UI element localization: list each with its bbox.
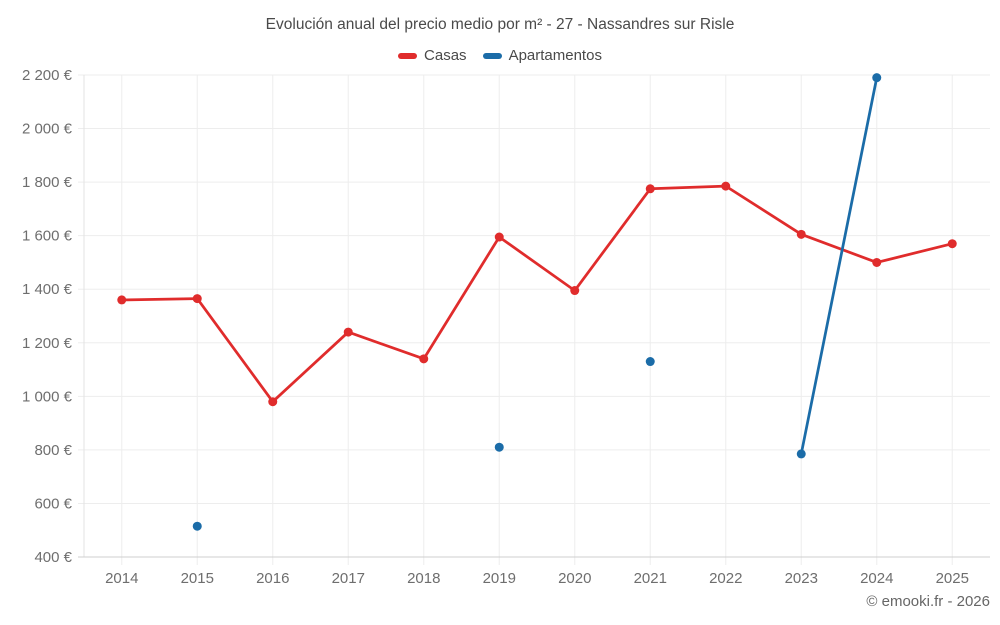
y-axis-tick-label: 2 000 € [22,121,73,138]
chart-legend: Casas Apartamentos [0,47,1000,64]
data-point-casas [343,327,353,337]
legend-label-apartamentos: Apartamentos [508,47,602,64]
data-point-apartamentos [494,442,504,452]
apartamentos-color-swatch [482,52,502,59]
x-axis-tick-label: 2021 [634,570,667,587]
x-axis-tick-label: 2019 [483,570,516,587]
y-axis-tick-label: 1 400 € [22,281,73,298]
x-axis-tick-label: 2023 [785,570,818,587]
data-point-casas [117,295,127,305]
data-point-casas [570,286,580,296]
data-point-apartamentos [872,73,882,83]
x-axis-tick-label: 2018 [407,570,440,587]
data-point-apartamentos [192,521,202,531]
legend-item-casas: Casas [398,47,467,64]
data-point-casas [645,184,655,194]
data-point-casas [947,239,957,249]
legend-item-apartamentos: Apartamentos [482,47,602,64]
data-point-casas [192,294,202,304]
y-axis-tick-label: 1 000 € [22,388,73,405]
x-axis-tick-label: 2017 [332,570,365,587]
y-axis-tick-label: 400 € [34,549,72,566]
data-point-apartamentos [645,357,655,367]
data-point-apartamentos [796,449,806,459]
data-point-casas [268,397,278,407]
y-axis-tick-label: 1 600 € [22,228,73,245]
casas-color-swatch [398,52,418,59]
data-point-casas [494,232,504,242]
y-axis-tick-label: 2 200 € [22,67,73,84]
data-point-casas [796,229,806,239]
x-axis-tick-label: 2016 [256,570,289,587]
y-axis-tick-label: 1 800 € [22,174,73,191]
data-point-casas [872,257,882,267]
x-axis-tick-label: 2020 [558,570,591,587]
y-axis-tick-label: 1 200 € [22,335,73,352]
y-axis-tick-label: 800 € [34,442,72,459]
x-axis-tick-label: 2022 [709,570,742,587]
x-axis-tick-label: 2014 [105,570,138,587]
x-axis-tick-label: 2015 [181,570,214,587]
data-point-casas [721,181,731,191]
data-point-casas [419,354,429,364]
x-axis-tick-label: 2025 [936,570,969,587]
legend-label-casas: Casas [424,47,467,64]
x-axis-tick-label: 2024 [860,570,893,587]
chart-title: Evolución anual del precio medio por m² … [265,16,735,33]
copyright-text: © emooki.fr - 2026 [866,593,990,610]
y-axis-tick-label: 600 € [34,495,72,512]
